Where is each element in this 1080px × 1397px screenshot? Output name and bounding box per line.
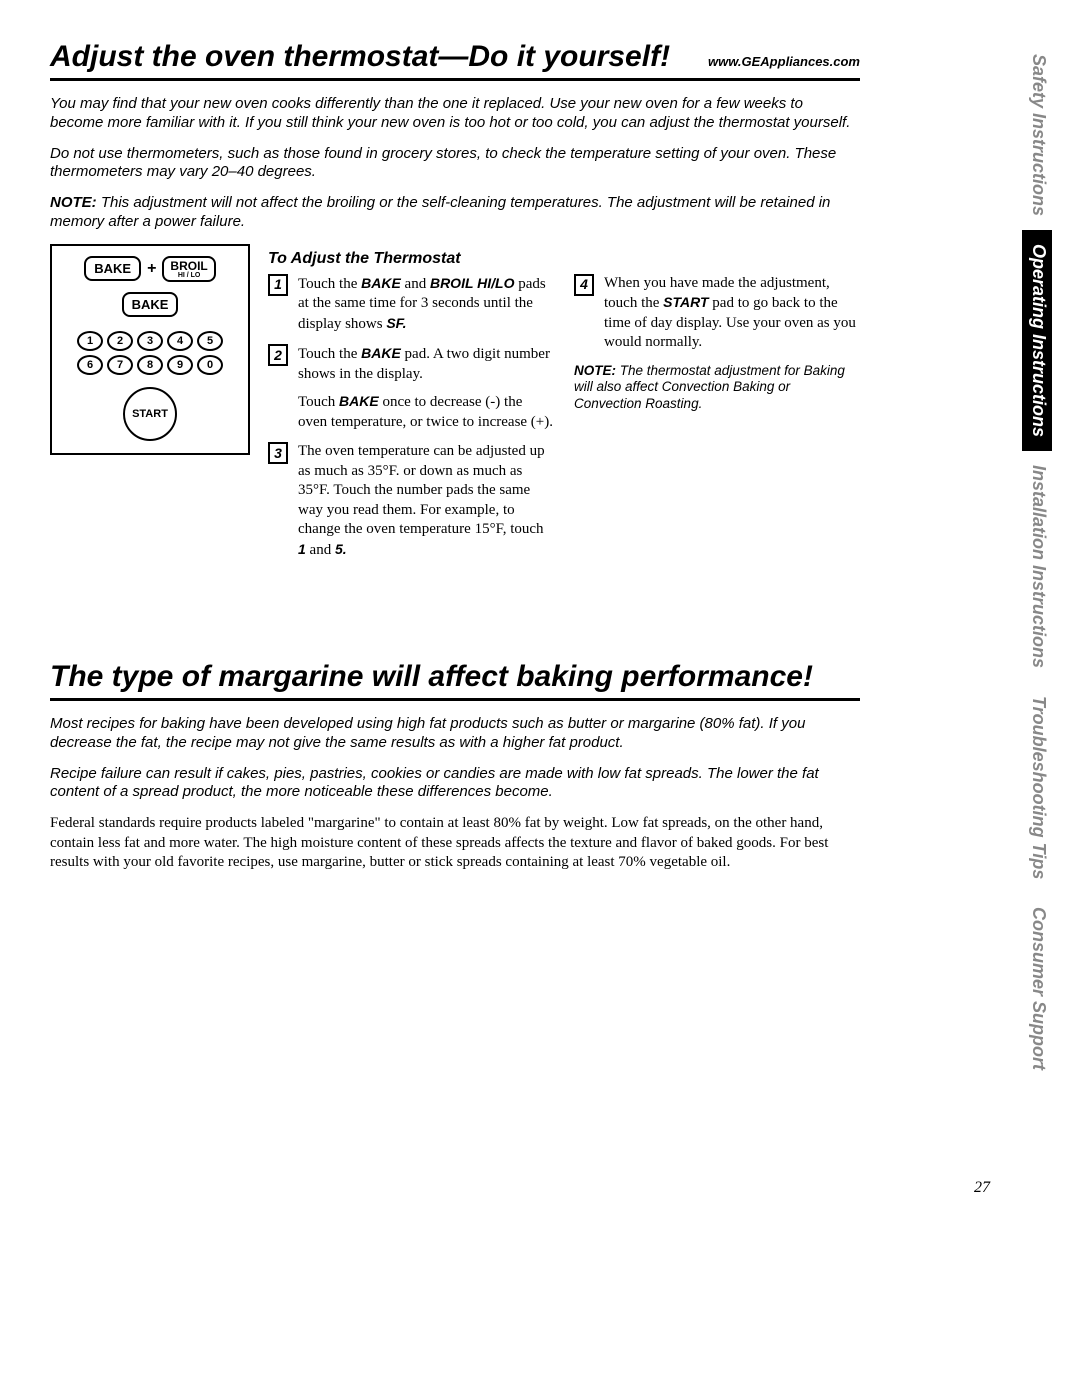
control-panel-illustration: BAKE + BROIL HI / LO BAKE 1 2 3 4 bbox=[50, 244, 250, 455]
right-note-label: NOTE: bbox=[574, 363, 616, 378]
step1-b3: SF. bbox=[386, 315, 406, 331]
intro-note-label: NOTE: bbox=[50, 194, 97, 211]
step-3: 3 The oven temperature can be adjusted u… bbox=[268, 442, 554, 560]
step4-b1: START bbox=[663, 294, 708, 310]
step1-b2: BROIL HI/LO bbox=[430, 275, 515, 291]
intro-note-text: This adjustment will not affect the broi… bbox=[50, 194, 830, 230]
broil-sub-label: HI / LO bbox=[178, 272, 201, 279]
page-number: 27 bbox=[974, 1179, 990, 1197]
step-number-4: 4 bbox=[574, 274, 594, 296]
broil-button: BROIL HI / LO bbox=[162, 256, 215, 282]
bake-button: BAKE bbox=[84, 256, 141, 281]
intro-p1: You may find that your new oven cooks di… bbox=[50, 95, 860, 133]
section2-p2: Recipe failure can result if cakes, pies… bbox=[50, 765, 860, 803]
step3-b1: 1 bbox=[298, 541, 306, 557]
step1-b1: BAKE bbox=[361, 275, 401, 291]
num-2: 2 bbox=[107, 331, 133, 351]
num-6: 6 bbox=[77, 355, 103, 375]
num-4: 4 bbox=[167, 331, 193, 351]
start-button: START bbox=[123, 387, 177, 441]
section1-intro: You may find that your new oven cooks di… bbox=[50, 95, 860, 232]
step-number-3: 3 bbox=[268, 442, 288, 464]
step2-b1: BAKE bbox=[361, 345, 401, 361]
step2-extra-pre: Touch bbox=[298, 394, 339, 410]
number-pad: 1 2 3 4 5 6 7 8 9 0 bbox=[60, 331, 240, 375]
intro-p2: Do not use thermometers, such as those f… bbox=[50, 145, 860, 183]
section2-p1: Most recipes for baking have been develo… bbox=[50, 715, 860, 753]
side-tabs: Safety Instructions Operating Instructio… bbox=[1022, 40, 1052, 1084]
tab-consumer-support[interactable]: Consumer Support bbox=[1022, 893, 1052, 1084]
section1-title: Adjust the oven thermostat—Do it yoursel… bbox=[50, 40, 670, 74]
tab-safety[interactable]: Safety Instructions bbox=[1022, 40, 1052, 230]
num-0: 0 bbox=[197, 355, 223, 375]
step3-b2: 5. bbox=[335, 541, 347, 557]
bake-button-2: BAKE bbox=[122, 292, 179, 317]
tab-installation[interactable]: Installation Instructions bbox=[1022, 451, 1052, 682]
step2-extra-b: BAKE bbox=[339, 393, 379, 409]
step-number-2: 2 bbox=[268, 344, 288, 366]
tab-operating[interactable]: Operating Instructions bbox=[1022, 230, 1052, 451]
step3-mid: and bbox=[306, 542, 335, 558]
right-note: NOTE: The thermostat adjustment for Baki… bbox=[574, 363, 860, 414]
num-3: 3 bbox=[137, 331, 163, 351]
intro-note: NOTE: This adjustment will not affect th… bbox=[50, 194, 860, 232]
num-1: 1 bbox=[77, 331, 103, 351]
plus-symbol: + bbox=[145, 260, 158, 278]
step1-mid: and bbox=[401, 276, 430, 292]
adjust-subheading: To Adjust the Thermostat bbox=[268, 250, 860, 268]
step1-pre: Touch the bbox=[298, 276, 361, 292]
num-5: 5 bbox=[197, 331, 223, 351]
step-2: 2 Touch the BAKE pad. A two digit number… bbox=[268, 344, 554, 432]
num-9: 9 bbox=[167, 355, 193, 375]
step-number-1: 1 bbox=[268, 274, 288, 296]
section2-p3: Federal standards require products label… bbox=[50, 814, 860, 873]
header-url: www.GEAppliances.com bbox=[708, 54, 860, 69]
step-1: 1 Touch the BAKE and BROIL HI/LO pads at… bbox=[268, 274, 554, 335]
section2-title: The type of margarine will affect baking… bbox=[50, 660, 813, 694]
broil-label: BROIL bbox=[170, 260, 207, 272]
tab-troubleshooting[interactable]: Troubleshooting Tips bbox=[1022, 682, 1052, 893]
step2-pre: Touch the bbox=[298, 346, 361, 362]
num-8: 8 bbox=[137, 355, 163, 375]
section2-title-row: The type of margarine will affect baking… bbox=[50, 660, 860, 701]
num-7: 7 bbox=[107, 355, 133, 375]
section1-title-row: Adjust the oven thermostat—Do it yoursel… bbox=[50, 40, 860, 81]
section2-intro: Most recipes for baking have been develo… bbox=[50, 715, 860, 802]
step-4: 4 When you have made the adjustment, tou… bbox=[574, 274, 860, 353]
step3-text: The oven temperature can be adjusted up … bbox=[298, 443, 545, 537]
